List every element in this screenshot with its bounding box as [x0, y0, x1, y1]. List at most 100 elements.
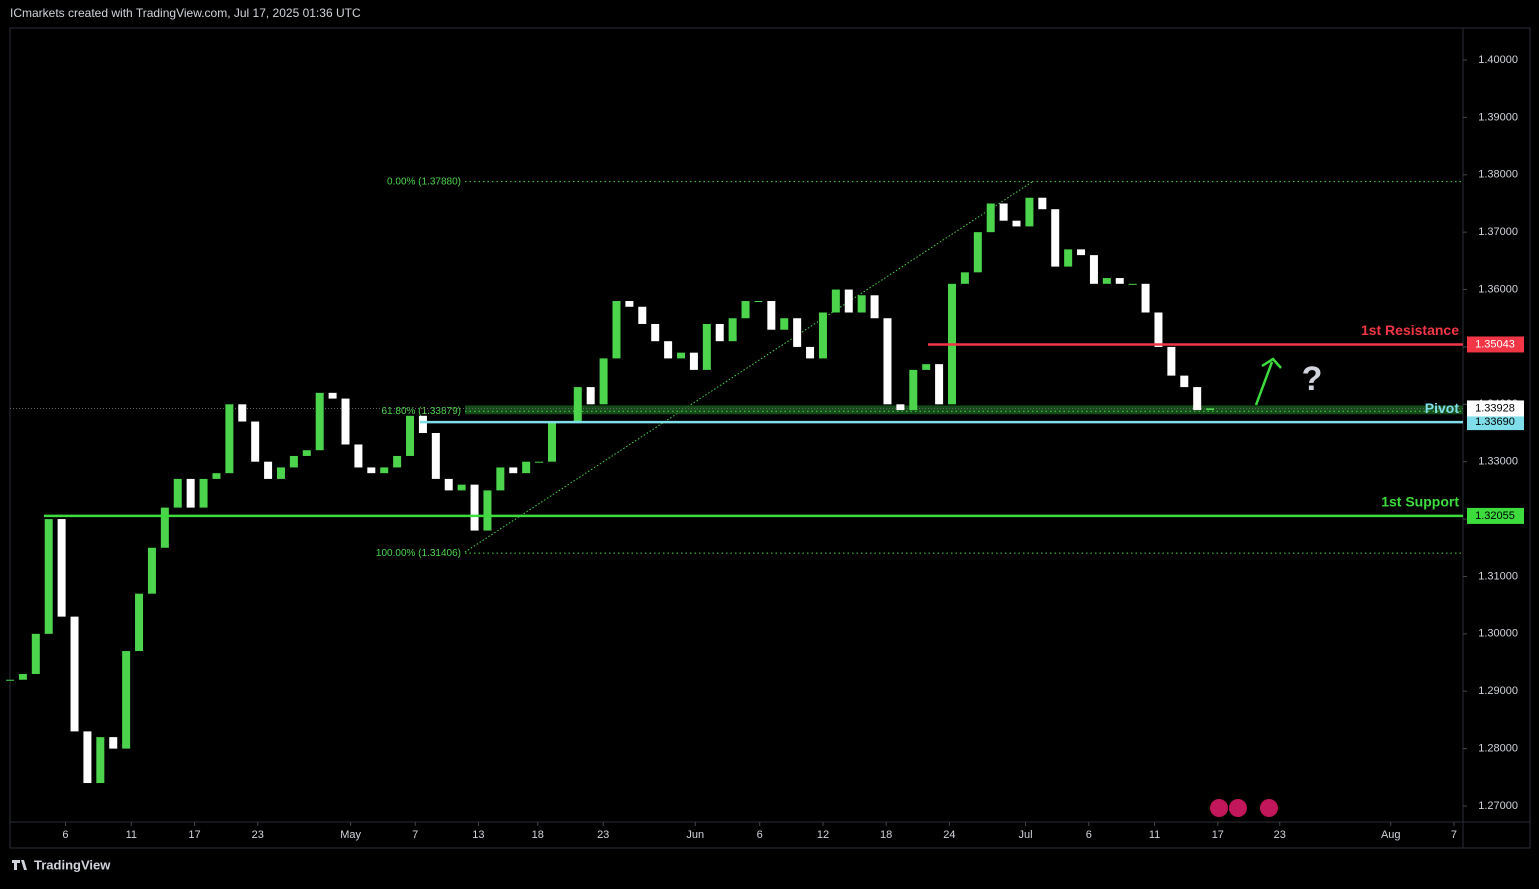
candle — [83, 731, 92, 784]
price-tag-label: 1.35043 — [1475, 338, 1515, 350]
x-tick-label: 17 — [1212, 829, 1224, 841]
candle — [147, 547, 156, 594]
candle — [599, 358, 608, 405]
candle — [1193, 387, 1202, 411]
x-tick-label: 23 — [1274, 829, 1286, 841]
candle — [625, 301, 634, 307]
candle — [483, 490, 492, 531]
candle — [870, 295, 879, 319]
price-tag-label: 1.33690 — [1475, 416, 1515, 428]
candle — [225, 404, 234, 474]
x-tick-label: 13 — [472, 829, 484, 841]
candle — [1154, 312, 1163, 347]
y-tick-label: 1.39000 — [1478, 111, 1518, 123]
price-tag — [1467, 336, 1524, 353]
candle — [160, 507, 169, 548]
candle — [1038, 197, 1047, 210]
candle — [715, 323, 724, 342]
level-name: 1st Resistance — [1361, 322, 1459, 338]
candle — [1128, 283, 1137, 285]
candle — [315, 392, 324, 451]
candle — [831, 289, 840, 313]
event-icon — [1210, 799, 1228, 817]
candle — [754, 301, 763, 303]
candle — [909, 369, 918, 411]
candle — [818, 312, 827, 359]
candle — [444, 478, 453, 491]
x-tick-label: 6 — [1086, 829, 1092, 841]
candles — [6, 197, 1215, 784]
x-tick-label: 7 — [1451, 829, 1457, 841]
candle — [70, 616, 79, 732]
candle — [638, 306, 647, 324]
header: ICmarkets created with TradingView.com, … — [10, 6, 361, 20]
candle — [741, 301, 750, 319]
y-tick-label: 1.37000 — [1478, 226, 1518, 238]
x-tick-label: 11 — [126, 829, 137, 841]
events — [1210, 799, 1278, 817]
candle — [418, 415, 427, 434]
x-tick-label: 23 — [252, 829, 264, 841]
y-tick-label: 1.36000 — [1478, 283, 1518, 295]
y-tick-label: 1.27000 — [1478, 800, 1518, 812]
candle — [354, 444, 363, 468]
y-tick-label: 1.31000 — [1478, 570, 1518, 582]
y-tick-label: 1.30000 — [1478, 628, 1518, 640]
candle — [470, 484, 479, 531]
candle — [1012, 220, 1021, 227]
event-icon — [1229, 799, 1247, 817]
candle — [986, 203, 995, 233]
x-tick-label: 11 — [1149, 829, 1160, 841]
candle — [935, 364, 944, 405]
candle — [1141, 283, 1150, 313]
candle — [1206, 408, 1215, 411]
candle — [57, 519, 66, 617]
candle — [612, 301, 621, 359]
price-tag — [1467, 414, 1524, 431]
candle — [431, 433, 440, 479]
x-tick-label: Aug — [1381, 829, 1401, 841]
candle — [728, 318, 737, 342]
y-tick-label: 1.40000 — [1478, 54, 1518, 66]
candle — [406, 415, 415, 456]
candle — [806, 346, 815, 359]
price-tag — [1467, 400, 1524, 417]
arrow — [1254, 357, 1282, 406]
candle — [973, 232, 982, 273]
candle — [1102, 278, 1111, 284]
candle — [689, 352, 698, 370]
level-name: Pivot — [1425, 400, 1460, 416]
candle — [251, 421, 260, 462]
candle — [793, 318, 802, 347]
candle — [186, 478, 195, 508]
candle — [780, 318, 789, 330]
x-tick-label: May — [340, 829, 361, 841]
event-icon — [1260, 799, 1278, 817]
candle — [96, 737, 105, 784]
candle — [380, 467, 389, 474]
candle — [393, 455, 402, 468]
candle — [960, 272, 969, 284]
x-tick-label: 18 — [880, 829, 892, 841]
candle — [264, 461, 273, 479]
candle — [896, 404, 905, 411]
question-mark: ? — [1302, 360, 1323, 398]
candle — [238, 404, 247, 422]
x-tick-label: 23 — [597, 829, 609, 841]
x-tick-label: 18 — [532, 829, 544, 841]
price-tag — [1467, 507, 1524, 524]
fib-zone — [465, 405, 1463, 415]
frame — [9, 27, 1531, 849]
candle — [702, 323, 711, 370]
candle — [1025, 197, 1034, 227]
candle — [677, 352, 686, 359]
candle — [173, 478, 182, 508]
fib-label: 0.00% (1.37880) — [387, 176, 461, 187]
candle — [289, 455, 298, 468]
x-tick-label: 7 — [412, 829, 418, 841]
fib-trendline — [464, 181, 1033, 553]
candle — [122, 651, 131, 749]
candle — [535, 461, 544, 463]
x-tick-label: 6 — [62, 829, 68, 841]
